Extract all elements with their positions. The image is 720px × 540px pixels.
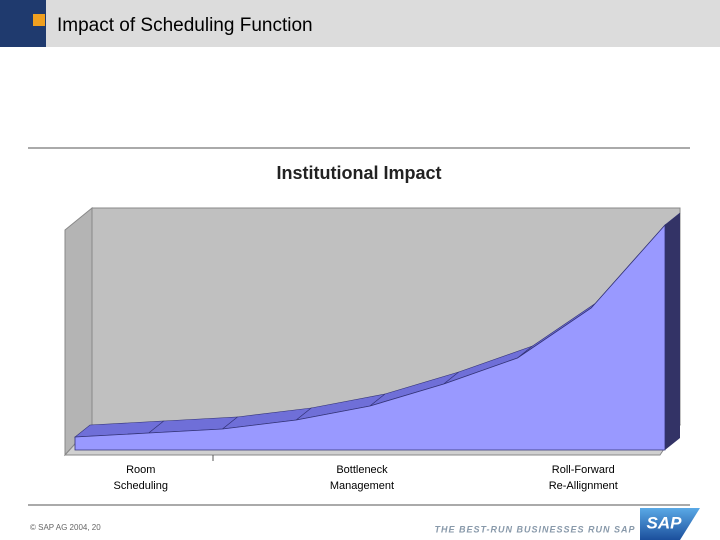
plot: Room Scheduling Bottleneck Management Roll-F…: [74, 212, 681, 492]
logo: SAP: [647, 513, 683, 532]
area-side: [665, 213, 680, 450]
logo-shape: [640, 508, 700, 540]
footer: © SAP AG 2004, 20: [30, 523, 101, 532]
x-tick-label: Room Scheduling: [114, 464, 168, 492]
header-square: [33, 14, 45, 26]
chart-title: Institutional Impact: [276, 163, 441, 183]
tagline: THE BEST-RUN BUSINESSES RUN SAP: [434, 524, 635, 534]
x-tick-label: Bottleneck Management: [330, 464, 394, 492]
area: [74, 223, 666, 451]
header-band: [0, 0, 720, 47]
x-tick-label: Roll-Forward Re-Allignment: [549, 464, 618, 492]
side-wall: [64, 206, 93, 457]
slide-title: Impact of Scheduling Function: [57, 15, 313, 36]
